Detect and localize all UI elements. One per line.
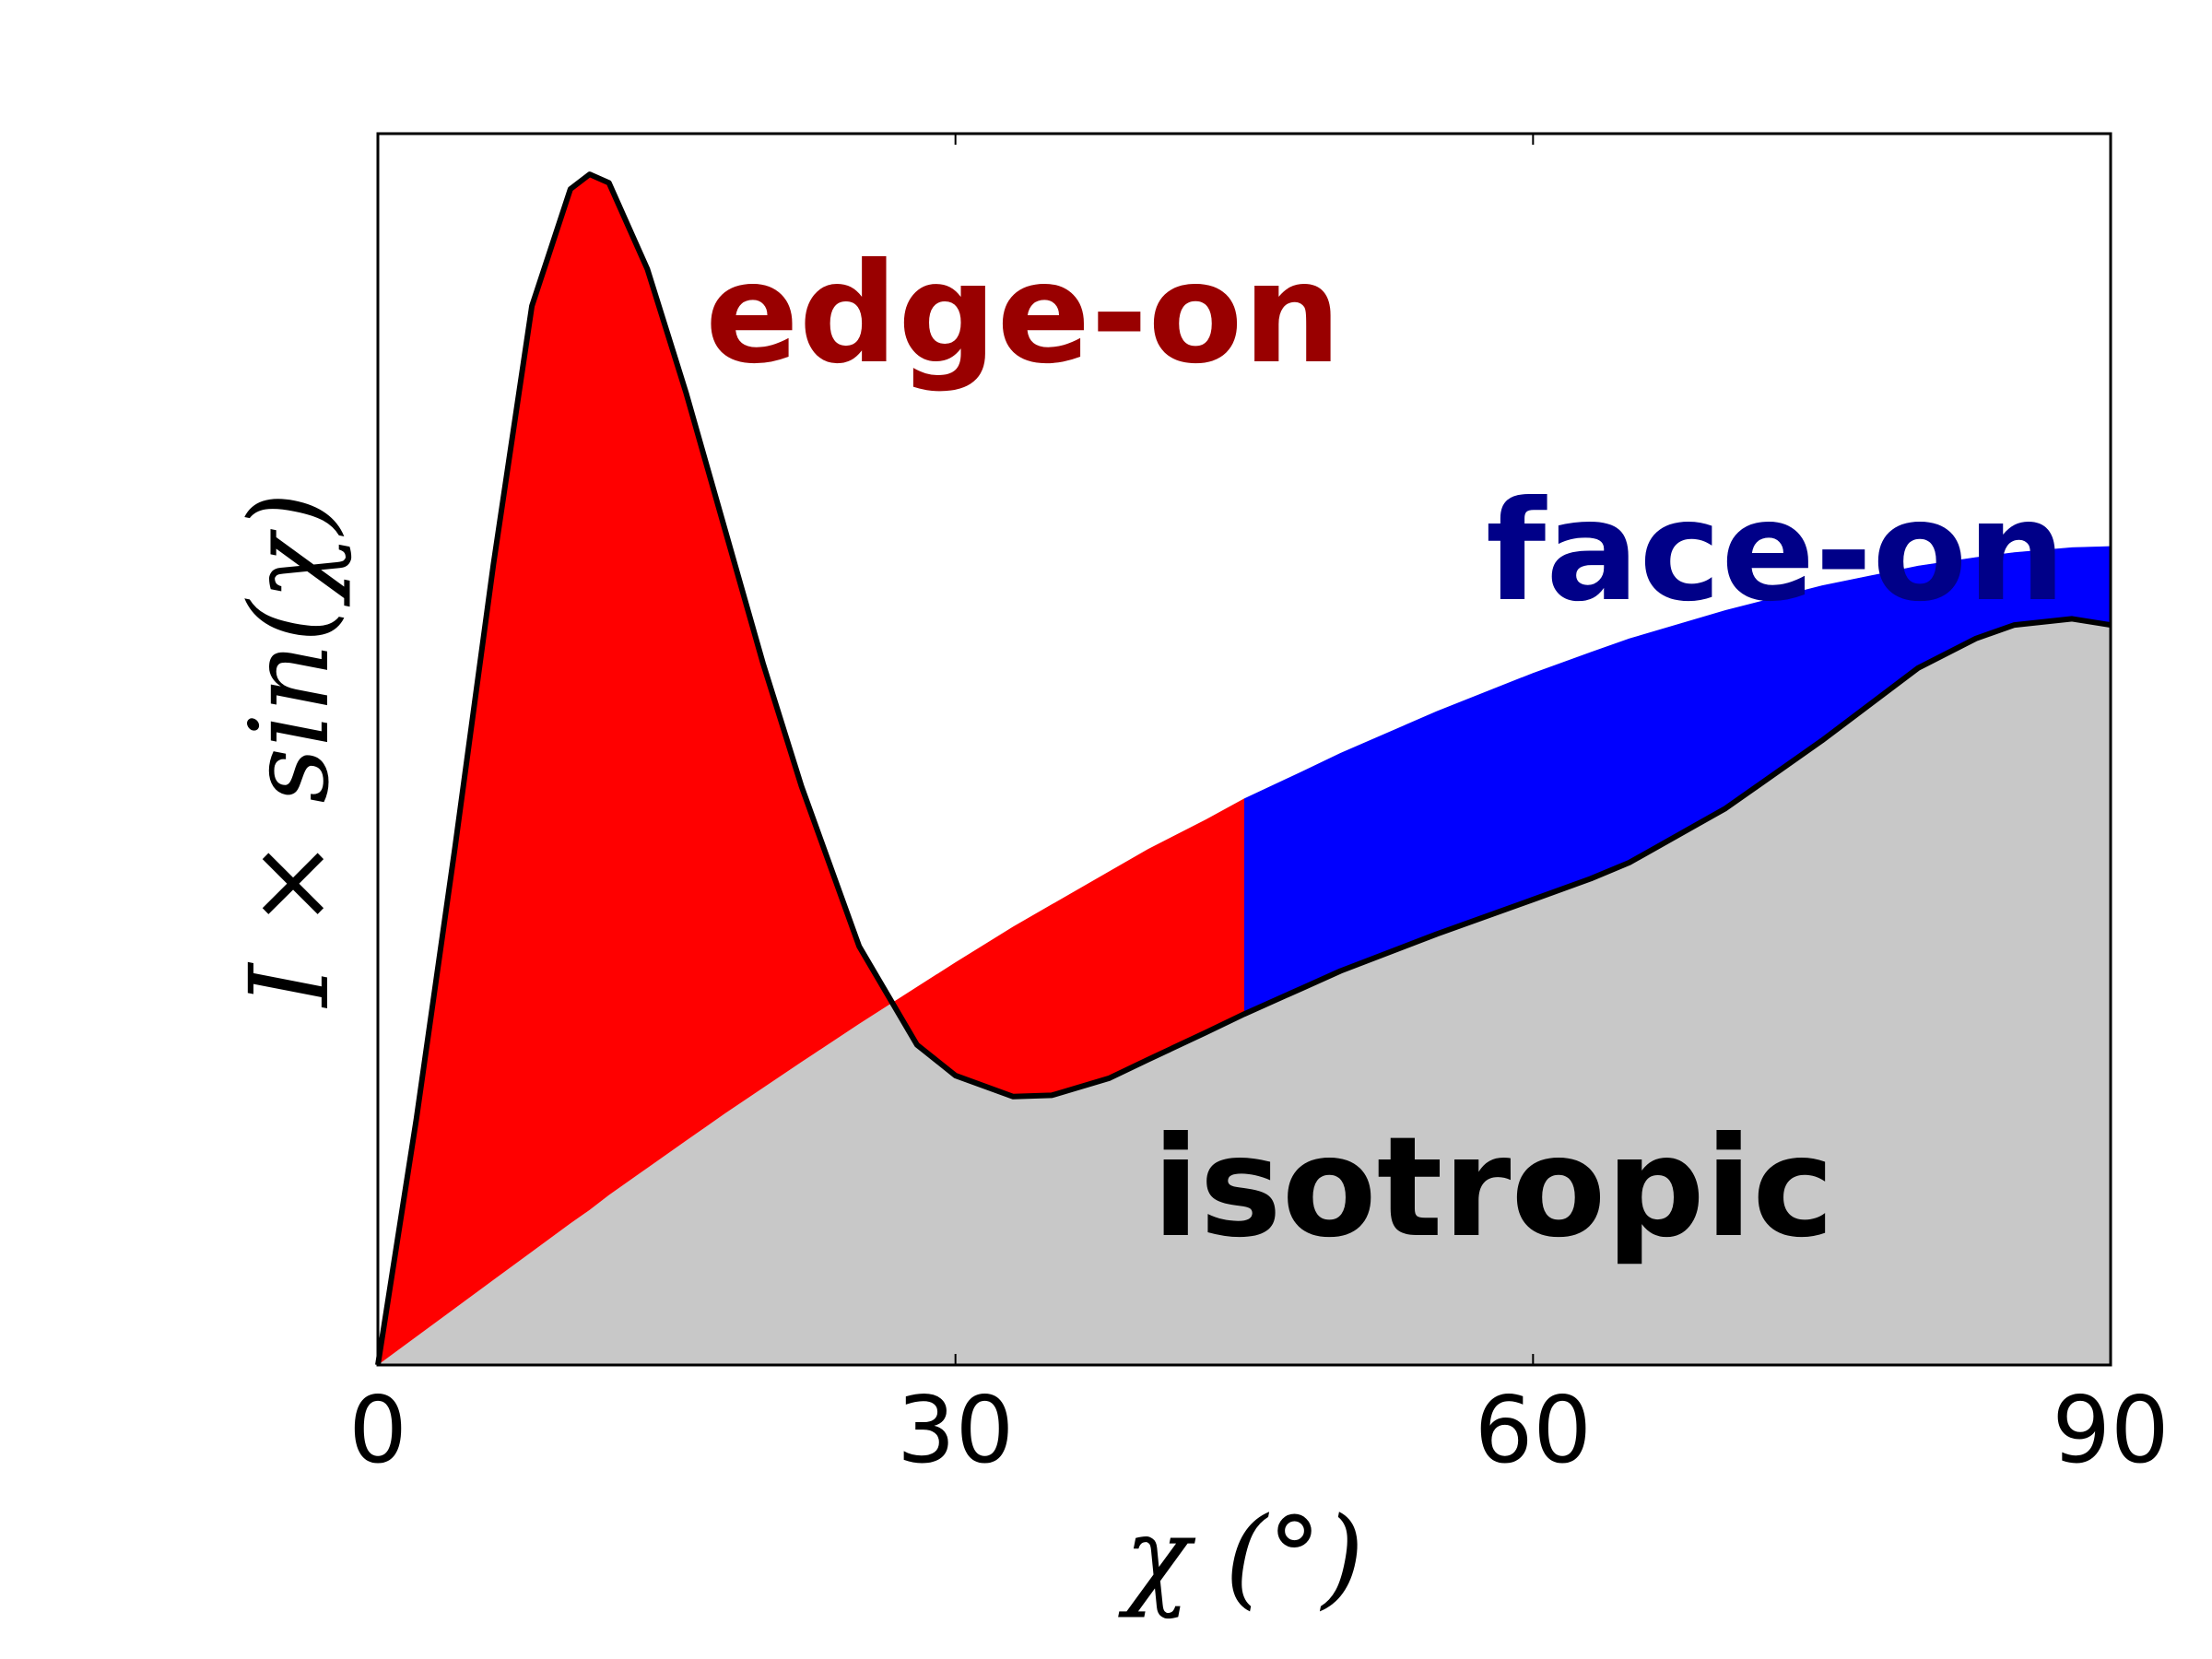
region-label-isotropic: isotropic [1152,1108,1834,1268]
x-tick-label: 0 [348,1376,407,1484]
region-label-edge-on: edge-on [705,234,1341,394]
chart-fills [378,174,2111,1366]
x-tick-label: 90 [2052,1376,2169,1484]
face-on-area [1244,546,2111,1015]
x-axis-title: χ (°) [1118,1493,1364,1620]
y-axis-title: I × sin(χ) [226,492,353,1008]
x-tick-label: 60 [1475,1376,1592,1484]
chart-lines [375,171,2112,1366]
x-ticks [377,134,2112,1365]
region-label-face-on: face-on [1486,472,2065,632]
x-tick-labels: 0 30 60 90 [348,1376,2169,1484]
total-curve [375,171,2112,1366]
edge-on-area [378,174,1244,1366]
x-tick-label: 30 [897,1376,1014,1484]
plot-frame [376,132,2112,1367]
